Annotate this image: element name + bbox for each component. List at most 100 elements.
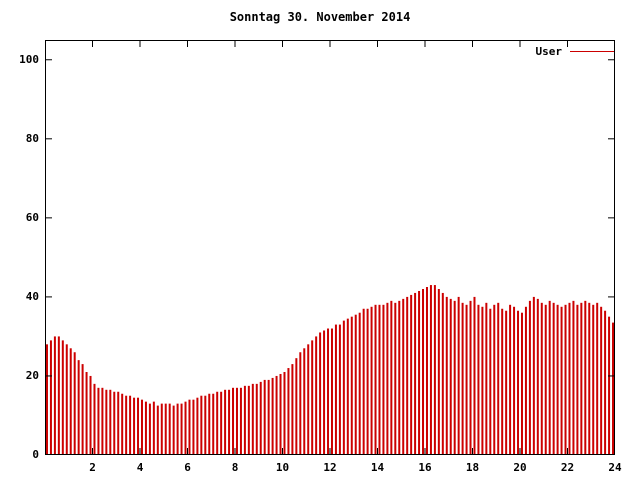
x-tick-label: 20 xyxy=(513,461,527,474)
bar xyxy=(255,383,258,455)
x-tick-label: 8 xyxy=(231,461,239,474)
bar xyxy=(544,304,547,455)
bar xyxy=(362,308,365,455)
bar xyxy=(61,340,64,455)
bar xyxy=(319,332,322,455)
legend-label-user: User xyxy=(535,45,563,58)
bar xyxy=(247,385,250,455)
bar xyxy=(53,336,56,455)
bar xyxy=(323,330,326,455)
chart-title: Sonntag 30. November 2014 xyxy=(229,10,411,24)
bar xyxy=(346,318,349,455)
bar xyxy=(374,304,377,455)
bar xyxy=(49,340,52,455)
bar xyxy=(93,383,96,455)
bar xyxy=(117,391,120,455)
bar xyxy=(418,290,421,455)
bar xyxy=(216,391,219,455)
bar xyxy=(113,391,116,455)
bar xyxy=(552,302,555,455)
y-tick-label: 100 xyxy=(19,52,39,66)
bar xyxy=(604,310,607,455)
bar xyxy=(232,387,235,455)
bar xyxy=(394,302,397,455)
plot-area xyxy=(45,40,615,455)
bar xyxy=(612,322,615,455)
bar xyxy=(366,308,369,455)
y-tick-label: 40 xyxy=(25,289,39,303)
bar xyxy=(156,405,159,455)
bar xyxy=(243,385,246,455)
bar xyxy=(69,348,72,455)
bar xyxy=(453,300,456,455)
bar xyxy=(556,304,559,455)
bar xyxy=(299,352,302,455)
x-tick-label: 2 xyxy=(89,461,96,474)
bar xyxy=(406,296,409,455)
bar xyxy=(196,397,199,455)
x-tick-label: 22 xyxy=(560,461,575,474)
bar xyxy=(548,300,551,455)
bar xyxy=(536,298,539,455)
x-tick-label: 14 xyxy=(370,461,385,474)
bar xyxy=(152,401,155,455)
bar xyxy=(168,403,171,455)
bar xyxy=(457,296,460,455)
bar xyxy=(334,324,337,455)
bar xyxy=(473,296,476,455)
bar xyxy=(307,344,310,455)
bar xyxy=(89,375,92,455)
bar xyxy=(224,389,227,455)
bar xyxy=(445,296,448,455)
bar xyxy=(441,292,444,455)
bar xyxy=(137,397,140,455)
bar xyxy=(176,403,179,455)
bar xyxy=(520,312,523,455)
bar xyxy=(109,389,112,455)
bar xyxy=(235,387,238,455)
bar xyxy=(568,302,571,455)
bar xyxy=(263,379,266,455)
bar xyxy=(485,302,488,455)
bar xyxy=(528,300,531,455)
bar xyxy=(449,298,452,455)
bar xyxy=(584,300,587,455)
bar xyxy=(509,304,512,455)
bar xyxy=(73,352,76,455)
bar xyxy=(192,399,195,455)
bar xyxy=(540,302,543,455)
bar xyxy=(101,387,104,455)
bar xyxy=(303,348,306,455)
bar xyxy=(501,308,504,455)
bar xyxy=(481,306,484,455)
bar xyxy=(505,310,508,455)
bar xyxy=(228,389,231,455)
bar xyxy=(97,387,100,455)
bar xyxy=(180,403,183,455)
bar xyxy=(200,395,203,455)
bar xyxy=(398,300,401,455)
bar xyxy=(279,373,282,455)
bar xyxy=(315,336,318,455)
bar xyxy=(560,306,563,455)
bar xyxy=(596,302,599,455)
bar xyxy=(513,306,516,455)
bar xyxy=(378,304,381,455)
bar xyxy=(564,304,567,455)
x-tick-label: 18 xyxy=(465,461,480,474)
bar xyxy=(524,306,527,455)
bar xyxy=(327,328,330,455)
bar xyxy=(311,340,314,455)
bar xyxy=(164,403,167,455)
bar xyxy=(358,312,361,455)
bar xyxy=(517,310,520,455)
bar xyxy=(437,289,440,455)
bar xyxy=(121,393,124,455)
bar xyxy=(184,401,187,455)
bar xyxy=(382,304,385,455)
bar xyxy=(386,302,389,455)
bar xyxy=(275,375,278,455)
bar xyxy=(295,358,298,455)
bar xyxy=(144,401,147,455)
